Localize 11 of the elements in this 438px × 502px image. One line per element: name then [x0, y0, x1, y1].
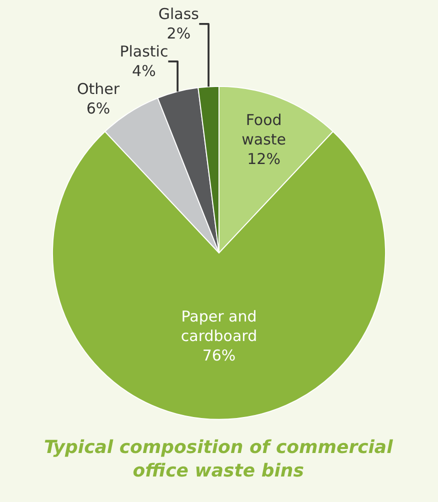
slice-label: Food waste	[242, 111, 286, 149]
data-label: 6%	[86, 100, 110, 118]
data-label: 12%	[247, 150, 280, 168]
data-label: 76%	[202, 346, 236, 365]
slice-label: Glass	[158, 5, 200, 24]
data-label: 2%	[166, 24, 191, 43]
slice-label: Paper and cardboard	[180, 308, 258, 346]
data-label: 4%	[132, 62, 156, 80]
text: Typical composition of commercial office waste bins	[44, 437, 394, 482]
slice-label: Plastic	[120, 42, 168, 61]
slice-label: Other	[76, 80, 120, 98]
